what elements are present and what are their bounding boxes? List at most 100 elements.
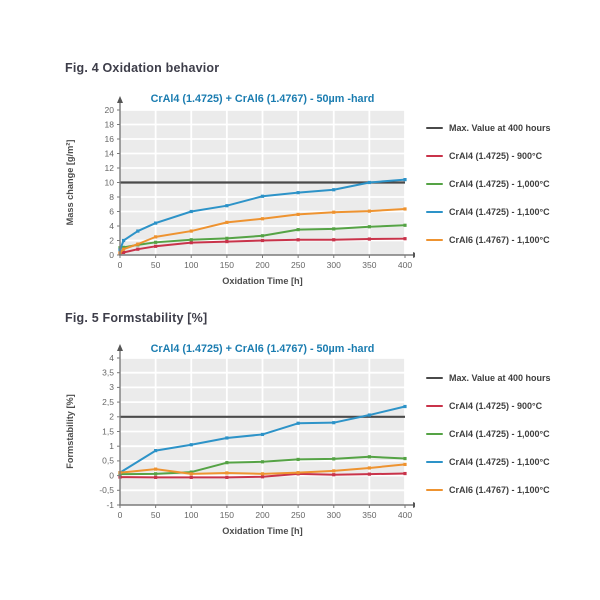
data-point-marker <box>367 466 371 470</box>
data-point-marker <box>225 471 229 475</box>
data-point-marker <box>154 449 158 453</box>
figure-4-heading: Fig. 4 Oxidation behavior <box>65 61 220 75</box>
y-tick-label: 0 <box>109 470 114 480</box>
legend-swatch-line <box>426 182 443 186</box>
data-point-marker <box>332 227 336 231</box>
data-point-marker <box>154 472 158 476</box>
data-point-marker <box>403 456 407 461</box>
data-point-marker <box>260 238 265 243</box>
legend-swatch-line <box>426 376 443 380</box>
legend-label: CrAl6 (1.4767) - 1,100°C <box>449 485 550 495</box>
data-point-marker <box>121 238 126 243</box>
data-point-marker <box>225 461 229 465</box>
x-tick-label: 0 <box>118 260 123 270</box>
x-axis-title: Oxidation Time [h] <box>222 276 302 286</box>
legend-label: CrAl4 (1.4725) - 1,100°C <box>449 207 550 217</box>
y-tick-label: 2 <box>109 412 114 422</box>
data-point-marker <box>332 210 336 214</box>
data-point-marker <box>189 475 193 479</box>
x-tick-label: 400 <box>398 260 412 270</box>
y-tick-label: 20 <box>105 105 115 115</box>
formstability-chart-legend: Max. Value at 400 hours CrAl4 (1.4725) - … <box>426 364 576 504</box>
y-tick-label: 0,5 <box>102 456 114 466</box>
data-point-marker <box>189 443 193 447</box>
y-tick-label: 16 <box>105 134 115 144</box>
x-tick-label: 150 <box>220 260 234 270</box>
x-tick-label: 100 <box>184 510 198 520</box>
legend-swatch-line <box>426 432 443 436</box>
legend-swatch-line <box>426 404 443 408</box>
legend-swatch-line <box>426 154 443 158</box>
legend-item-cral4-1-4725-1-100-c: CrAl4 (1.4725) - 1,100°C <box>426 198 576 226</box>
y-tick-label: 3 <box>109 382 114 392</box>
data-point-marker <box>121 245 126 249</box>
data-point-marker <box>189 472 193 476</box>
data-point-marker <box>367 209 371 213</box>
data-point-marker <box>332 238 336 242</box>
chart-title: CrAl4 (1.4725) + CrAl6 (1.4767) - 50µm -… <box>151 93 375 105</box>
x-axis-title: Oxidation Time [h] <box>222 526 302 536</box>
legend-swatch-line <box>426 488 443 492</box>
data-point-marker <box>296 212 300 216</box>
legend-item-cral6-1-4767-1-100-c: CrAl6 (1.4767) - 1,100°C <box>426 476 576 504</box>
legend-swatch-line <box>426 460 443 464</box>
data-point-marker <box>332 457 336 461</box>
y-tick-label: 6 <box>109 206 114 216</box>
data-point-marker <box>154 235 158 239</box>
data-point-marker <box>225 220 229 224</box>
y-tick-label: -1 <box>106 500 114 510</box>
data-point-marker <box>121 250 126 255</box>
y-tick-label: 10 <box>105 177 115 187</box>
y-tick-label: 4 <box>109 221 114 231</box>
data-point-marker <box>260 194 265 198</box>
data-point-marker <box>154 244 158 248</box>
data-point-marker <box>296 457 300 462</box>
data-point-marker <box>403 404 407 409</box>
y-axis-title: Formstability [%] <box>65 394 75 469</box>
legend-item-cral4-1-4725-1-000-c: CrAl4 (1.4725) - 1,000°C <box>426 420 576 448</box>
data-point-marker <box>403 471 407 476</box>
x-tick-label: 150 <box>220 510 234 520</box>
y-axis-arrow-icon <box>117 344 123 351</box>
y-tick-label: 12 <box>105 163 115 173</box>
data-point-marker <box>403 223 407 227</box>
legend-label: CrAl4 (1.4725) - 1,000°C <box>449 179 550 189</box>
legend-label: CrAl4 (1.4725) - 900°C <box>449 151 543 161</box>
figure-5-heading: Fig. 5 Formstability [%] <box>65 311 208 325</box>
data-point-marker <box>332 473 336 477</box>
x-axis-arrow-icon <box>413 502 420 508</box>
data-point-marker <box>189 229 193 233</box>
x-tick-label: 350 <box>362 510 376 520</box>
legend-label: CrAl4 (1.4725) - 900°C <box>449 401 543 411</box>
y-tick-label: 1 <box>109 441 114 451</box>
x-tick-label: 250 <box>291 260 305 270</box>
series-cral4-1-4725-1-100-c <box>118 404 407 475</box>
data-point-marker <box>296 191 300 195</box>
data-point-marker <box>403 178 407 182</box>
data-point-marker <box>367 455 371 459</box>
data-point-marker <box>154 467 158 471</box>
data-point-marker <box>225 475 229 479</box>
data-point-marker <box>367 180 371 185</box>
x-tick-label: 350 <box>362 260 376 270</box>
legend-item-max-value-at-400-hours: Max. Value at 400 hours <box>426 114 576 142</box>
legend-label: CrAl6 (1.4767) - 1,100°C <box>449 235 550 245</box>
legend-item-max-value-at-400-hours: Max. Value at 400 hours <box>426 364 576 392</box>
x-tick-label: 200 <box>255 510 269 520</box>
y-tick-label: 0 <box>109 250 114 260</box>
y-tick-label: 2 <box>109 235 114 245</box>
x-tick-label: 250 <box>291 510 305 520</box>
y-tick-label: 18 <box>105 119 115 129</box>
y-tick-label: 2,5 <box>102 397 114 407</box>
data-point-marker <box>332 421 336 425</box>
data-point-marker <box>121 247 126 251</box>
legend-item-cral6-1-4767-1-100-c: CrAl6 (1.4767) - 1,100°C <box>426 226 576 254</box>
x-axis-arrow-icon <box>413 252 420 258</box>
oxidation-chart-legend: Max. Value at 400 hours CrAl4 (1.4725) - … <box>426 114 576 254</box>
data-point-marker <box>260 217 265 221</box>
y-tick-label: 4 <box>109 353 114 363</box>
y-tick-label: 8 <box>109 192 114 202</box>
data-point-marker <box>332 469 336 473</box>
